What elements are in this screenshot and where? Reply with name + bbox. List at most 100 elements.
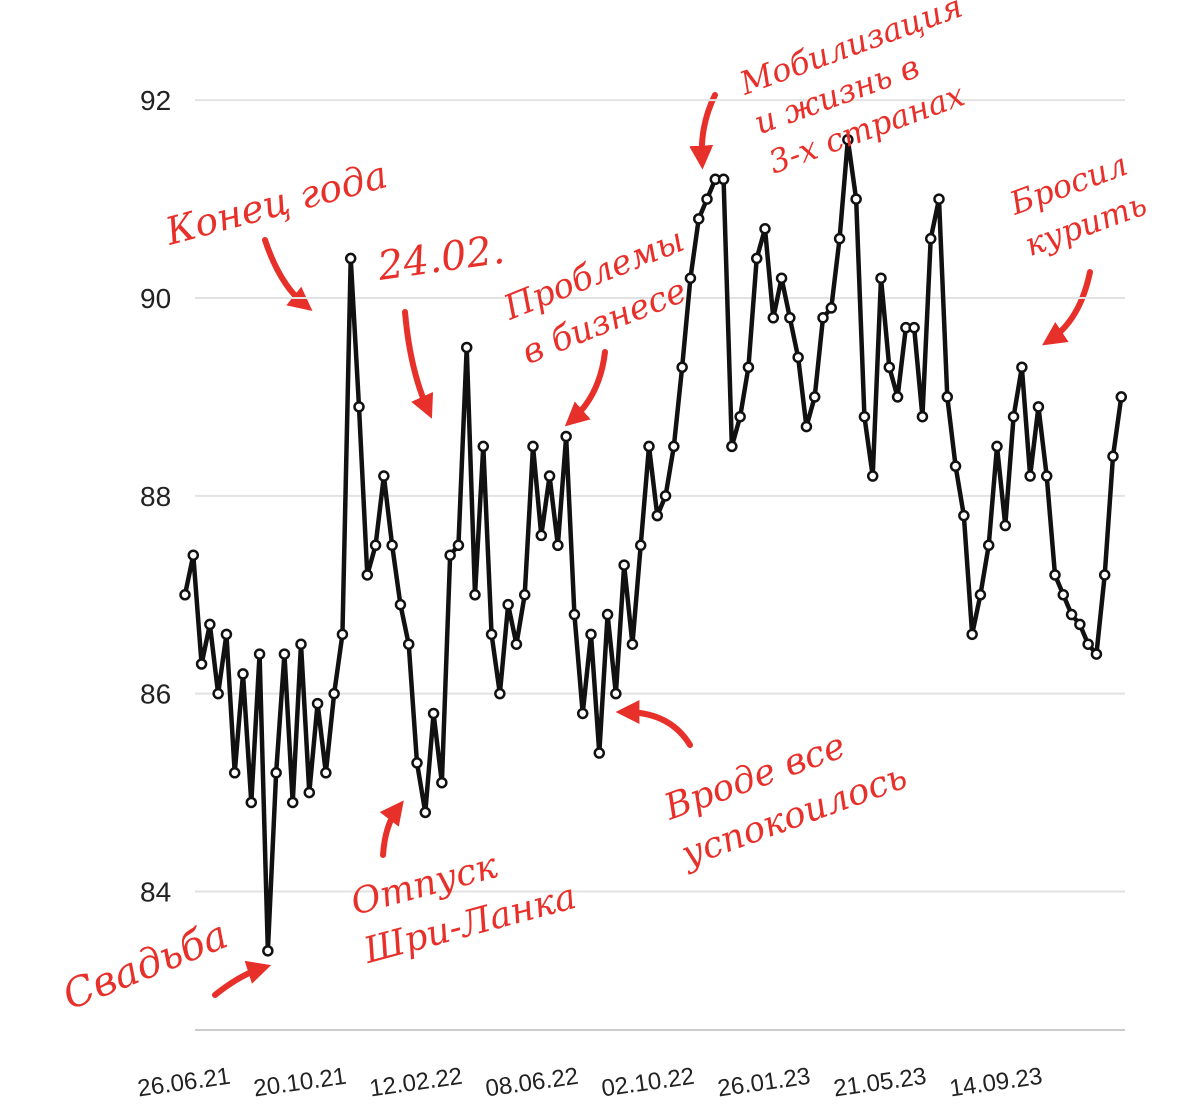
y-tick-label: 90 — [140, 283, 171, 314]
point — [502, 598, 514, 611]
arrow — [402, 309, 434, 419]
point — [402, 638, 415, 650]
y-tick-label: 86 — [140, 679, 171, 710]
point — [212, 687, 224, 700]
point — [916, 410, 929, 423]
point — [1074, 618, 1086, 631]
arrow — [1042, 269, 1093, 346]
point — [303, 786, 316, 799]
point — [767, 312, 780, 324]
point — [320, 767, 332, 779]
point — [278, 648, 291, 660]
arrow — [379, 800, 404, 858]
annotation-text: 24.02. — [374, 227, 507, 290]
point — [701, 193, 713, 205]
x-tick-label: 26.06.21 — [136, 1063, 232, 1103]
point — [850, 193, 862, 205]
point — [527, 440, 539, 453]
point — [866, 470, 879, 482]
point — [601, 608, 614, 621]
point — [270, 767, 282, 779]
point — [726, 440, 738, 453]
point — [311, 697, 324, 710]
point — [204, 618, 216, 631]
point — [253, 648, 266, 660]
point — [883, 361, 896, 373]
point — [1098, 569, 1111, 581]
annotation: Свадьба — [57, 912, 235, 1020]
point — [436, 776, 448, 789]
point — [344, 252, 357, 265]
point — [643, 440, 655, 453]
point — [187, 549, 200, 561]
point — [444, 549, 456, 561]
x-tick-label: 21.05.23 — [832, 1063, 928, 1103]
point — [576, 707, 589, 720]
point — [361, 569, 374, 581]
point — [510, 638, 523, 650]
point — [386, 539, 398, 552]
point — [991, 440, 1003, 453]
point — [427, 707, 440, 720]
point — [220, 628, 233, 641]
point — [833, 232, 846, 245]
point — [817, 312, 829, 324]
point — [245, 796, 258, 809]
point — [949, 460, 962, 472]
point — [460, 341, 473, 354]
arrow — [212, 960, 272, 998]
line — [182, 137, 1124, 954]
point — [933, 193, 945, 205]
point — [1115, 391, 1128, 403]
point — [369, 539, 382, 552]
point — [958, 509, 970, 522]
point — [775, 272, 788, 284]
point — [858, 410, 871, 423]
point — [659, 490, 672, 502]
point — [543, 470, 556, 482]
point — [328, 687, 340, 700]
point — [1016, 361, 1028, 373]
annotation-text: Конец года — [160, 152, 392, 254]
point — [982, 539, 995, 552]
point — [717, 173, 730, 186]
x-tick-label: 26.01.23 — [716, 1063, 812, 1103]
annotation: 24.02. — [374, 227, 507, 290]
point — [610, 687, 622, 700]
point — [353, 401, 365, 413]
point — [634, 539, 647, 552]
point — [618, 559, 630, 571]
point — [966, 628, 978, 641]
point — [485, 628, 498, 641]
x-tick-label: 14.09.23 — [948, 1063, 1044, 1103]
point — [1024, 470, 1036, 482]
point — [1065, 608, 1078, 621]
point — [668, 440, 680, 453]
point — [195, 658, 208, 670]
y-tick-label: 84 — [140, 877, 171, 908]
point — [784, 312, 796, 324]
point — [378, 470, 390, 482]
point — [1107, 450, 1119, 463]
point — [800, 420, 813, 433]
point — [535, 529, 548, 542]
annotation: Конец года — [160, 152, 392, 254]
point — [692, 213, 705, 225]
y-tick-label: 88 — [140, 481, 171, 512]
point — [792, 351, 804, 364]
point — [336, 628, 349, 641]
point — [419, 806, 432, 819]
point — [1040, 470, 1053, 482]
point — [494, 687, 506, 700]
point — [808, 391, 821, 403]
point — [560, 430, 572, 443]
point — [626, 638, 639, 650]
point — [286, 796, 299, 809]
point — [1049, 569, 1061, 581]
annotation-text: Свадьба — [57, 912, 235, 1020]
point — [974, 589, 987, 601]
point — [999, 519, 1012, 532]
